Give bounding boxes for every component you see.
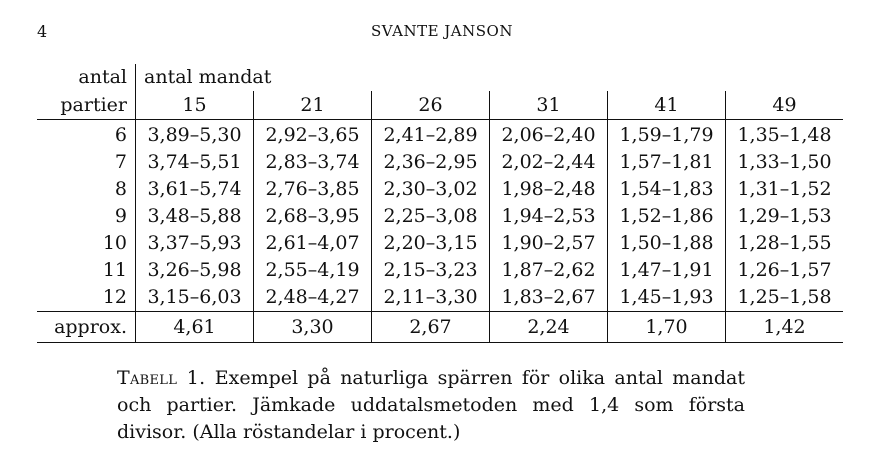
column-header: 31 (489, 91, 608, 120)
stub-header-bottom: partier (37, 91, 136, 120)
approx-cell: 1,42 (725, 311, 843, 343)
table-row: 9 3,48–5,88 2,68–3,95 2,25–3,08 1,94–2,53 1,5… (37, 203, 843, 230)
table-cell: 3,48–5,88 (135, 203, 254, 230)
table-cell: 3,26–5,98 (135, 257, 254, 284)
approx-cell: 2,67 (371, 311, 490, 343)
row-label: 8 (37, 176, 136, 203)
row-label: 10 (37, 230, 136, 257)
table-header-row-top: antal antal mandat (37, 64, 843, 91)
table-cell: 1,98–2,48 (489, 176, 608, 203)
table-cell: 1,90–2,57 (489, 230, 608, 257)
table-row: 12 3,15–6,03 2,48–4,27 2,11–3,30 1,83–2,67 1,… (37, 284, 843, 312)
column-header: 49 (725, 91, 843, 120)
row-label: 12 (37, 284, 136, 312)
table-cell: 2,30–3,02 (371, 176, 490, 203)
table-cell: 2,92–3,65 (253, 119, 372, 149)
column-group-header: antal mandat (144, 66, 272, 88)
threshold-table: antal antal mandat partier 15 21 26 31 4… (37, 64, 843, 343)
table-caption: Tabell 1. Exempel på naturliga spärren f… (117, 365, 745, 446)
table-row: 6 3,89–5,30 2,92–3,65 2,41–2,89 2,06–2,40 1,5… (37, 119, 843, 149)
table-cell: 1,87–2,62 (489, 257, 608, 284)
table-cell: 3,37–5,93 (135, 230, 254, 257)
table-cell: 2,11–3,30 (371, 284, 490, 312)
table-cell: 1,94–2,53 (489, 203, 608, 230)
table-cell: 1,47–1,91 (607, 257, 726, 284)
table-cell: 1,52–1,86 (607, 203, 726, 230)
row-label: 11 (37, 257, 136, 284)
table-cell: 2,68–3,95 (253, 203, 372, 230)
table-cell: 2,55–4,19 (253, 257, 372, 284)
table-cell: 1,33–1,50 (737, 151, 832, 173)
approx-cell: 3,30 (253, 311, 372, 343)
column-header: 21 (253, 91, 372, 120)
page-number: 4 (37, 22, 48, 41)
approx-cell: 1,70 (607, 311, 726, 343)
table-cell: 3,61–5,74 (135, 176, 254, 203)
table-cell: 1,83–2,67 (489, 284, 608, 312)
approx-cell: 4,61 (135, 311, 254, 343)
table-cell: 1,25–1,58 (737, 286, 832, 308)
caption-label: Tabell 1. (117, 367, 206, 389)
column-header: 41 (607, 91, 726, 120)
stub-header-top: antal (37, 64, 136, 91)
table-row: 10 3,37–5,93 2,61–4,07 2,20–3,15 1,90–2,57 1,… (37, 230, 843, 257)
row-label: 6 (37, 119, 136, 149)
table-cell: 1,57–1,81 (607, 149, 726, 176)
table-cell: 2,06–2,40 (489, 119, 608, 149)
column-header: 26 (371, 91, 490, 120)
table-cell: 3,15–6,03 (135, 284, 254, 312)
table-cell: 2,76–3,85 (253, 176, 372, 203)
table-cell: 2,02–2,44 (489, 149, 608, 176)
caption-text: Exempel på naturliga spärren för olika a… (117, 367, 745, 443)
table-cell: 1,29–1,53 (737, 205, 832, 227)
table-cell: 2,83–3,74 (253, 149, 372, 176)
approx-label: approx. (37, 311, 136, 343)
table-cell: 2,25–3,08 (371, 203, 490, 230)
table-cell: 2,36–2,95 (371, 149, 490, 176)
row-label: 7 (37, 149, 136, 176)
running-head: SVANTE JANSON (371, 22, 513, 40)
table-cell: 1,35–1,48 (737, 124, 832, 146)
approx-cell: 2,24 (489, 311, 608, 343)
approx-row: approx. 4,61 3,30 2,67 2,24 1,70 1,42 (37, 311, 843, 343)
table-row: 8 3,61–5,74 2,76–3,85 2,30–3,02 1,98–2,48 1,5… (37, 176, 843, 203)
table-cell: 2,15–3,23 (371, 257, 490, 284)
table-cell: 1,59–1,79 (607, 119, 726, 149)
column-header: 15 (135, 91, 254, 120)
table-cell: 1,31–1,52 (737, 178, 832, 200)
table-cell: 2,48–4,27 (253, 284, 372, 312)
table-cell: 2,61–4,07 (253, 230, 372, 257)
table-cell: 3,74–5,51 (135, 149, 254, 176)
table-header-row-bottom: partier 15 21 26 31 41 49 (37, 91, 843, 120)
row-label: 9 (37, 203, 136, 230)
table-cell: 1,28–1,55 (737, 232, 832, 254)
table-cell: 2,41–2,89 (371, 119, 490, 149)
table-cell: 3,89–5,30 (135, 119, 254, 149)
table-cell: 1,50–1,88 (607, 230, 726, 257)
table-row: 11 3,26–5,98 2,55–4,19 2,15–3,23 1,87–2,62 1,… (37, 257, 843, 284)
table-row: 7 3,74–5,51 2,83–3,74 2,36–2,95 2,02–2,44 1,5… (37, 149, 843, 176)
table-cell: 2,20–3,15 (371, 230, 490, 257)
table-cell: 1,45–1,93 (607, 284, 726, 312)
table-cell: 1,26–1,57 (737, 259, 832, 281)
table-cell: 1,54–1,83 (607, 176, 726, 203)
